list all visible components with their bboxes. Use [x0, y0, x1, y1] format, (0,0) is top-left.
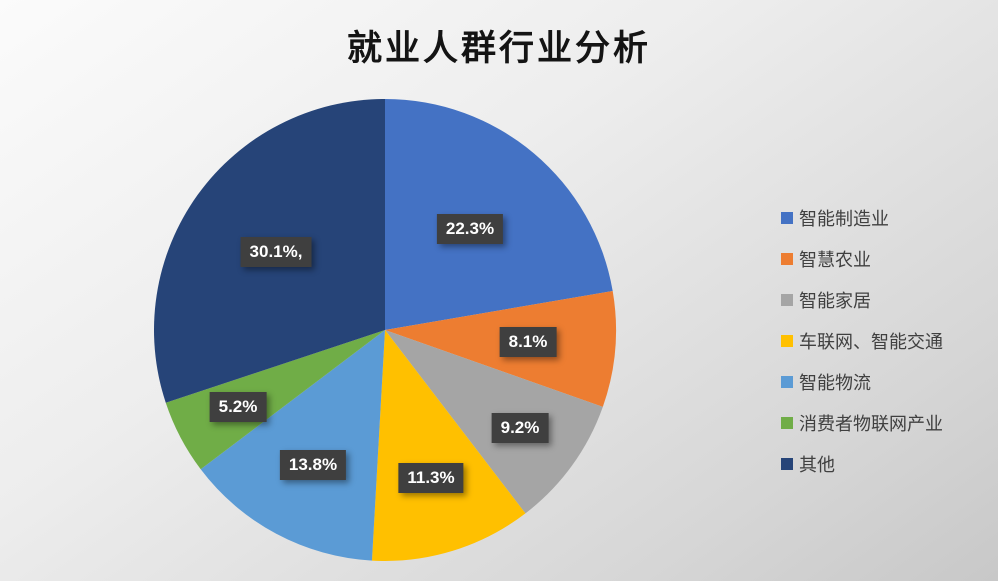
legend-swatch-icon — [781, 212, 793, 224]
legend-label: 智能物流 — [799, 373, 871, 393]
legend-swatch-icon — [781, 458, 793, 470]
legend-label: 智能制造业 — [799, 209, 889, 229]
legend-swatch-icon — [781, 376, 793, 388]
legend-item-1: 智能制造业 — [781, 205, 943, 231]
legend: 智能制造业智慧农业智能家居车联网、智能交通 智能物流消费者物联网产业 其他 — [781, 205, 943, 477]
legend-item-5: 智能物流 — [781, 369, 943, 395]
legend-item-4: 车联网、智能交通 — [781, 328, 943, 354]
chart-title: 就业人群行业分析 — [346, 29, 651, 68]
pie-slice-5 — [200, 330, 385, 561]
legend-item-2: 智慧农业 — [781, 246, 943, 272]
legend-swatch-icon — [781, 335, 793, 347]
legend-item-3: 智能家居 — [781, 287, 943, 313]
pie-slice-4 — [371, 330, 526, 561]
pie-slice-1 — [385, 99, 613, 330]
legend-item-7: 其他 — [781, 451, 943, 477]
pie-slice-6 — [165, 330, 385, 470]
legend-label: 智慧农业 — [799, 250, 871, 270]
legend-item-6: 消费者物联网产业 — [781, 410, 943, 436]
legend-swatch-icon — [781, 417, 793, 429]
legend-label: 智能家居 — [799, 291, 871, 311]
legend-swatch-icon — [781, 294, 793, 306]
legend-label: 车联网、智能交通 — [799, 332, 943, 352]
legend-label: 其他 — [799, 455, 835, 475]
legend-label: 消费者物联网产业 — [799, 414, 943, 434]
legend-swatch-icon — [781, 253, 793, 265]
